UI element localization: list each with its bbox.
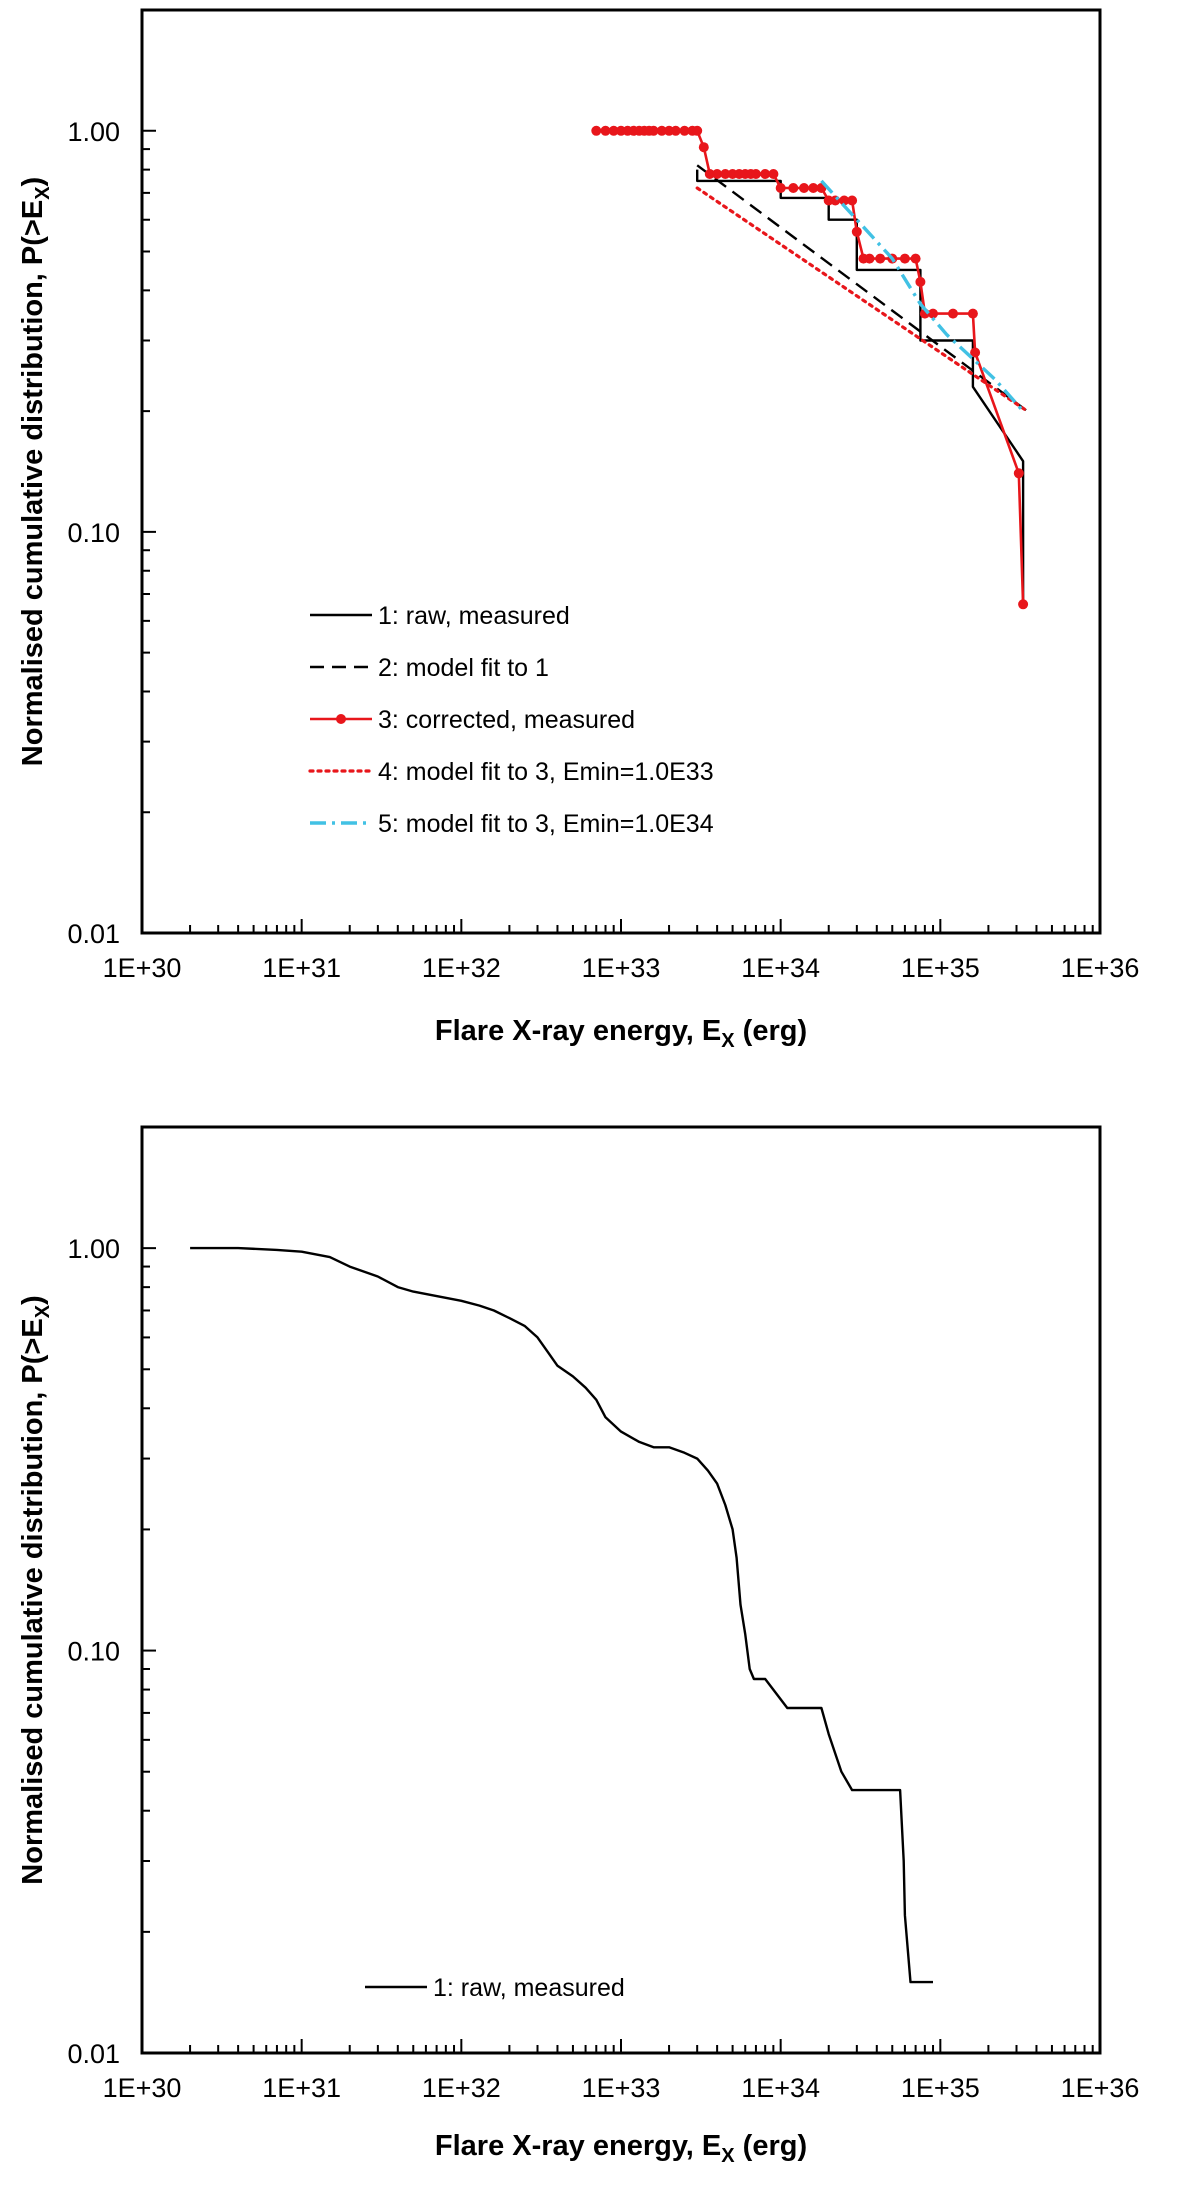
c0-x-tick-label: 1E+36 [1061,953,1140,983]
c0-series-3-point [851,226,862,237]
c0-series-3-point [600,125,611,136]
c0-series-3-point [712,169,723,179]
chart-bottom: 1E+30 1E+31 1E+32 1E+33 1E+34 1E+35 1E+36 0.01 0… [17,1125,1140,2167]
c0-series-3-point [698,142,709,153]
c0-series-3-point [720,169,731,179]
c1-y-axis-title: Normalised cumulative distribution, P(>E… [17,1295,54,1884]
c1-legend: 1: raw, measured [365,1974,625,2002]
c1-x-tick-label: 1E+35 [901,2073,980,2103]
c0-x-tick-label: 1E+34 [741,953,820,983]
c1-x-tick-label: 1E+34 [741,2073,820,2103]
c0-series-3-point [847,195,858,206]
c1-x-tick-label: 1E+32 [422,2073,501,2103]
c0-series-3-point [608,125,619,136]
c0-y-axis-title: Normalised cumulative distribution, P(>E… [17,177,54,766]
c0-x-tick-label: 1E+35 [901,953,980,983]
c0-x-tick-label: 1E+30 [103,953,182,983]
c0-series-3-point [799,183,809,193]
c0-series-3-point [750,169,761,179]
c0-legend-label-4: 4: model fit to 3, Emin=1.0E33 [378,758,714,786]
c0-series-3-point [830,195,841,206]
c0-series-3-point [948,308,958,319]
c0-legend-marker-3 [336,714,346,724]
c1-x-tick-label: 1E+30 [103,2073,182,2103]
c1-plot-frame [140,1125,1102,2055]
c0-legend: 1: raw, measured 2: model fit to 1 3: corr… [308,602,714,838]
c0-y-tick-label: 0.01 [67,919,120,949]
c0-series-3-point [775,183,786,193]
c0-series-3-point [788,183,799,193]
c1-y-tick-label: 1.00 [67,1234,120,1264]
c0-legend-label-2: 2: model fit to 1 [378,654,549,682]
c0-series-3-point [808,183,819,193]
c0-series-3-point [670,125,681,136]
c0-series-3-point [967,308,978,319]
c0-legend-label-1: 1: raw, measured [378,602,570,630]
c0-series-3-point [760,169,771,179]
c0-series-2-line [696,164,1028,413]
c0-series-3-point [704,169,715,179]
c0-x-axis-title: Flare X-ray energy, EX (erg) [435,1015,807,1052]
c0-y-tick-label: 1.00 [67,117,120,147]
c0-x-tick-label: 1E+31 [262,953,341,983]
c0-series-5-line [820,179,1025,413]
c1-x-tick-label: 1E+31 [262,2073,341,2103]
c0-y-tick-label: 0.10 [67,518,120,548]
c0-x-tick-label: 1E+32 [422,953,501,983]
c0-x-tick-label: 1E+33 [582,953,661,983]
c0-series-3-point [692,125,703,136]
c1-legend-label-1: 1: raw, measured [433,1974,625,2002]
c0-series-3-point [839,195,850,206]
c0-series-3-point [915,276,926,287]
c1-x-tick-label: 1E+33 [582,2073,661,2103]
c0-series-3-point [591,125,602,136]
c0-legend-label-5: 5: model fit to 3, Emin=1.0E34 [378,810,714,838]
c0-series-3-point [928,308,938,319]
c0-series-3-point [768,169,779,179]
c0-series-3-point [899,253,910,264]
c1-y-tick-label: 0.10 [67,1637,120,1667]
c1-series-1-line [190,1246,933,1984]
c1-x-axis-title: Flare X-ray energy, EX (erg) [435,2130,807,2167]
c0-series-3-point [1013,468,1024,479]
c0-series-3-point [679,125,690,136]
chart-top: 1E+30 1E+31 1E+32 1E+33 1E+34 1E+35 1E+36 0.01 0… [17,8,1140,1052]
c0-plot-frame [140,8,1102,935]
c0-series-3-point [1018,599,1029,610]
c0-series-3-point [970,347,981,358]
c0-series-3-point [648,125,659,136]
c0-series-3-point [864,253,875,264]
c0-series-3-point [656,125,667,136]
c0-series-3-point [910,253,921,264]
c0-legend-label-3: 3: corrected, measured [378,706,635,734]
c0-series-3-line [596,129,1025,605]
c1-x-tick-label: 1E+36 [1061,2073,1140,2103]
c1-y-tick-label: 0.01 [67,2039,120,2069]
c0-series-4-line [695,186,1029,413]
c0-series-3-point [875,253,886,264]
